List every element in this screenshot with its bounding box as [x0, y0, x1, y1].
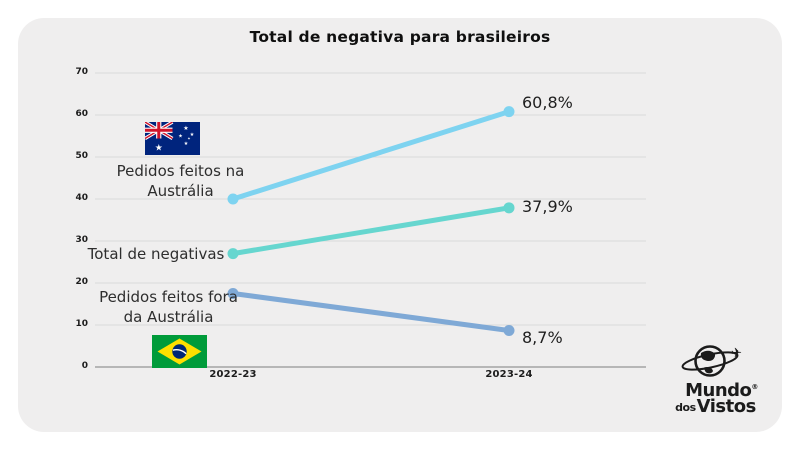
series-label-offshore: Pedidos feitos fora da Austrália	[86, 287, 251, 327]
y-tick-label: 40	[75, 193, 88, 203]
svg-text:★: ★	[190, 132, 195, 138]
x-tick-label: 2022-23	[209, 369, 257, 380]
brand-name-bottom: dosVistos	[658, 398, 773, 416]
y-tick-label: 50	[75, 151, 88, 161]
brand-word-dos: dos	[675, 401, 696, 414]
series-label-total: Total de negativas	[87, 245, 225, 263]
data-point-label-offshore: 8,7%	[522, 328, 563, 348]
brazil-flag-icon	[152, 335, 207, 368]
series-label-offshore-line2: da Austrália	[123, 308, 214, 326]
data-point-label-onshore: 60,8%	[522, 92, 573, 112]
y-tick-label: 20	[75, 277, 88, 287]
brand-word-vistos: Vistos	[696, 396, 757, 417]
series-label-onshore-line1: Pedidos feitos na	[116, 162, 245, 180]
brand-name-top: Mundo®	[670, 380, 773, 401]
brand-word-mundo: Mundo	[685, 380, 752, 401]
svg-text:★: ★	[184, 141, 189, 147]
series-label-offshore-line1: Pedidos feitos fora	[99, 288, 238, 306]
series-label-onshore: Pedidos feitos na Austrália	[103, 161, 258, 201]
svg-text:★: ★	[178, 134, 183, 140]
chart-title: Total de negativa para brasileiros	[249, 28, 551, 46]
svg-text:★: ★	[183, 125, 188, 132]
y-tick-label: 70	[75, 67, 88, 77]
y-tick-label: 10	[75, 319, 88, 329]
y-tick-label: 30	[75, 235, 88, 245]
data-point-label-total: 37,9%	[522, 196, 573, 216]
globe-plane-icon: ✈	[681, 345, 742, 377]
brand-logo: ✈ Mundo® dosVistos	[658, 340, 773, 416]
australia-flag-icon: ★ ★ ★ ★ ★ ★	[145, 122, 200, 155]
y-tick-label: 60	[75, 109, 88, 119]
registered-trademark-symbol: ®	[751, 383, 758, 391]
svg-text:★: ★	[155, 144, 163, 154]
series-label-onshore-line2: Austrália	[147, 182, 214, 200]
svg-text:★: ★	[187, 137, 190, 141]
y-tick-label: 0	[81, 361, 88, 371]
svg-text:✈: ✈	[731, 346, 742, 361]
x-tick-label: 2023-24	[485, 369, 533, 380]
